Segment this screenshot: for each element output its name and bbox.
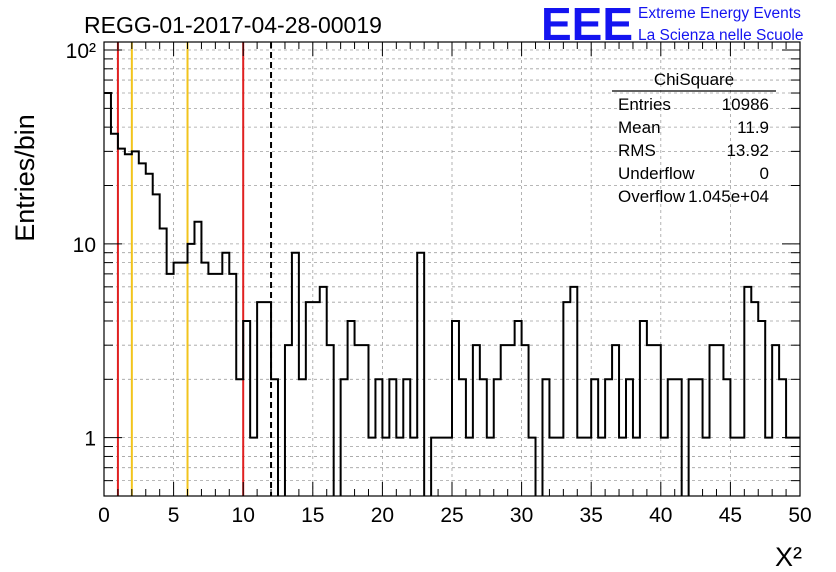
x-tick-label: 30 [510,504,533,527]
x-tick-label: 15 [301,504,324,527]
x-tick-label: 10 [232,504,255,527]
eee-logo-mark: EEE [541,0,633,50]
stats-label: Entries [618,95,671,114]
x-axis-title: X² [775,542,802,572]
marker-lines [116,42,273,496]
x-tick-label: 20 [371,504,394,527]
stats-box-title: ChiSquare [654,70,734,89]
y-tick-label: 1 [84,428,96,451]
stats-label: RMS [618,141,656,160]
eee-logo-line-1: Extreme Energy Events [638,5,801,22]
stats-value: 0 [760,164,769,183]
stats-label: Underflow [618,164,695,183]
grid [104,42,800,496]
x-tick-label: 45 [719,504,742,527]
stats-value: 11.9 [737,118,769,137]
histogram-title: REGG-01-2017-04-28-00019 [84,12,382,38]
y-tick-label: 10 [73,234,96,257]
x-tick-label: 40 [649,504,672,527]
eee-logo: EEE Extreme Energy Events La Scienza nel… [541,0,803,50]
x-tick-label: 0 [98,504,110,527]
stats-box: ChiSquare Entries 10986 Mean 11.9 RMS 13.92 Un… [612,70,776,206]
x-tick-label: 5 [168,504,180,527]
eee-logo-line-2: La Scienza nelle Scuole [638,27,803,44]
stats-label: Overflow [618,187,686,206]
stats-value: 10986 [722,95,769,114]
x-tick-label: 25 [440,504,463,527]
stats-value: 1.045e+04 [688,187,769,206]
axis-ticks: 0 5 10 15 20 25 30 35 40 45 50 1 10 10² [66,40,812,527]
stats-label: Mean [618,118,661,137]
stats-value: 13.92 [726,141,769,160]
histogram-series [104,92,800,496]
y-tick-label: 10² [66,40,96,63]
x-tick-label: 35 [580,504,603,527]
y-axis-title: Entries/bin [10,114,40,242]
x-tick-label: 50 [788,504,811,527]
